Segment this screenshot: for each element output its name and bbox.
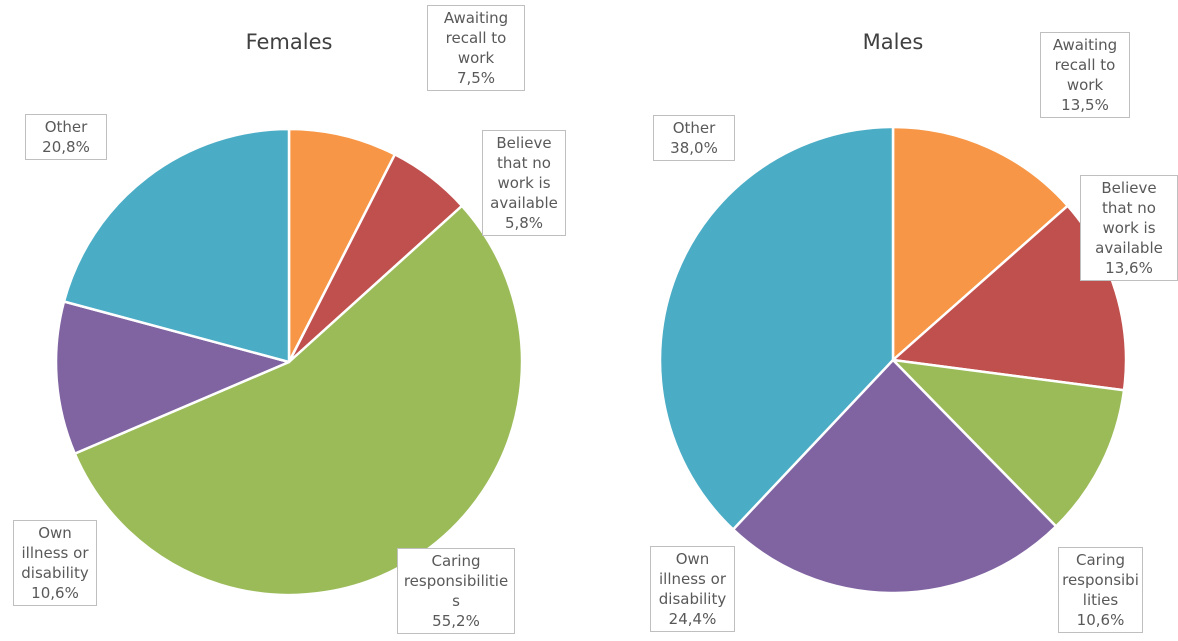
value-label: 24,4% [668, 610, 717, 628]
category-label: Other [672, 119, 716, 137]
chart-title: Males [862, 30, 924, 54]
category-label: Awaiting recall to work [1052, 36, 1118, 94]
data-label: Other 38,0% [653, 115, 735, 161]
value-label: 10,6% [31, 584, 79, 602]
category-label: Believe that no work is available [1095, 179, 1163, 257]
category-label: Own illness or disability [21, 524, 89, 582]
value-label: 7,5% [456, 69, 496, 87]
pie-slice [62, 127, 291, 364]
pie-slice [891, 204, 1128, 392]
pie-slice [891, 125, 1069, 362]
data-label: Believe that no work is available 5,8% [482, 130, 566, 236]
value-label: 38,0% [670, 139, 718, 157]
category-label: Other [44, 118, 88, 136]
category-label: Caring responsibilities [1062, 551, 1139, 609]
value-label: 13,5% [1061, 96, 1109, 114]
data-label: Own illness or disability 24,4% [650, 546, 735, 632]
pie-slice [731, 358, 1058, 595]
value-label: 20,8% [42, 138, 90, 156]
value-label: 55,2% [432, 612, 480, 630]
category-label: Caring responsibilities [403, 552, 509, 610]
data-label: Own illness or disability 10,6% [13, 520, 97, 606]
data-label: Caring responsibilities 10,6% [1058, 547, 1143, 633]
value-label: 13,6% [1105, 259, 1153, 277]
data-label: Awaiting recall to work 13,5% [1040, 32, 1130, 118]
pie-slice [891, 358, 1126, 528]
data-label: Awaiting recall to work 7,5% [427, 5, 525, 91]
value-label: 5,8% [504, 214, 544, 232]
pie-slice [54, 300, 291, 455]
pie-slice [658, 125, 895, 531]
data-label: Believe that no work is available 13,6% [1080, 175, 1178, 281]
category-label: Own illness or disability [658, 550, 727, 608]
data-label: Caring responsibilities 55,2% [397, 548, 515, 634]
value-label: 10,6% [1076, 611, 1125, 629]
chart-title: Females [245, 30, 333, 54]
category-label: Believe that no work is available [490, 134, 558, 212]
pie-slice [287, 127, 397, 364]
data-label: Other 20,8% [25, 114, 107, 160]
category-label: Awaiting recall to work [443, 9, 509, 67]
